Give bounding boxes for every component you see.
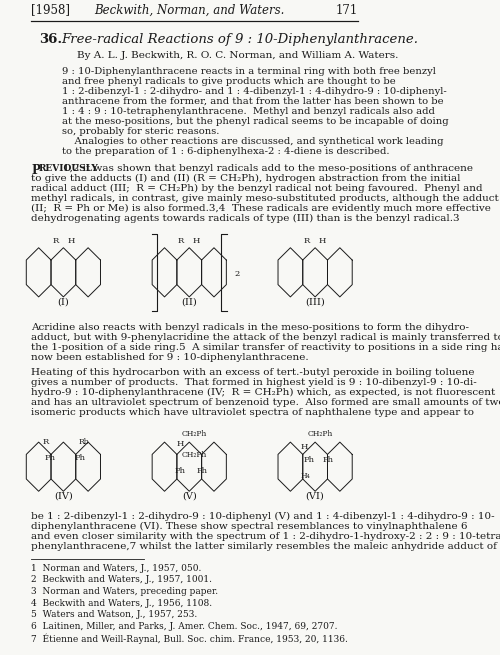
Text: H: H	[176, 440, 184, 448]
Text: P: P	[32, 164, 40, 177]
Text: (VI): (VI)	[306, 492, 324, 501]
Text: H: H	[67, 237, 74, 245]
Text: 1  Norman and Waters, J., 1957, 050.: 1 Norman and Waters, J., 1957, 050.	[32, 564, 202, 572]
Text: R: R	[304, 237, 310, 245]
Text: Beckwith, Norman, and Waters.: Beckwith, Norman, and Waters.	[94, 3, 284, 16]
Text: and free phenyl radicals to give products which are thought to be: and free phenyl radicals to give product…	[62, 77, 396, 86]
Text: to the preparation of 1 : 6-diphenylhexa-2 : 4-diene is described.: to the preparation of 1 : 6-diphenylhexa…	[62, 147, 389, 156]
Text: CH₂Ph: CH₂Ph	[182, 451, 207, 459]
Text: (IV): (IV)	[54, 492, 73, 501]
Text: Heating of this hydrocarbon with an excess of tert.-butyl peroxide in boiling to: Heating of this hydrocarbon with an exce…	[32, 368, 475, 377]
Text: to give the adducts (I) and (II) (R = CH₂Ph), hydrogen abstraction from the init: to give the adducts (I) and (II) (R = CH…	[32, 174, 461, 183]
Text: at the meso-positions, but the phenyl radical seems to be incapable of doing: at the meso-positions, but the phenyl ra…	[62, 117, 448, 126]
Text: 171: 171	[336, 3, 358, 16]
Text: H: H	[319, 237, 326, 245]
Text: phenylanthracene,7 whilst the latter similarly resembles the maleic anhydride ad: phenylanthracene,7 whilst the latter sim…	[32, 542, 497, 551]
Text: [1958]: [1958]	[32, 3, 70, 16]
Text: 1 : 2-dibenzyl-1 : 2-dihydro- and 1 : 4-dibenzyl-1 : 4-dihydro-9 : 10-diphenyl-: 1 : 2-dibenzyl-1 : 2-dihydro- and 1 : 4-…	[62, 87, 446, 96]
Text: R: R	[52, 237, 59, 245]
Text: 1,2 it was shown that benzyl radicals add to the meso-positions of anthracene: 1,2 it was shown that benzyl radicals ad…	[64, 164, 474, 173]
Text: Ph: Ph	[74, 454, 86, 462]
Text: (III): (III)	[305, 297, 325, 307]
Text: (II;  R = Ph or Me) is also formed.3,4  These radicals are evidently much more e: (II; R = Ph or Me) is also formed.3,4 Th…	[32, 204, 491, 213]
Text: now been established for 9 : 10-diphenylanthracene.: now been established for 9 : 10-diphenyl…	[32, 353, 309, 362]
Text: and has an ultraviolet spectrum of benzenoid type.  Also formed are small amount: and has an ultraviolet spectrum of benze…	[32, 398, 500, 407]
Text: (V): (V)	[182, 492, 196, 501]
Text: R: R	[42, 438, 49, 446]
Text: diphenylanthracene (VI). These show spectral resemblances to vinylnaphthalene 6: diphenylanthracene (VI). These show spec…	[32, 522, 468, 531]
Text: By A. L. J. Beckwith, R. O. C. Norman, and William A. Waters.: By A. L. J. Beckwith, R. O. C. Norman, a…	[76, 51, 398, 60]
Text: Ph: Ph	[304, 455, 315, 464]
Text: 3  Norman and Waters, preceding paper.: 3 Norman and Waters, preceding paper.	[32, 587, 218, 596]
Text: and even closer similarity with the spectrum of 1 : 2-dihydro-1-hydroxy-2 : 2 : : and even closer similarity with the spec…	[32, 532, 500, 541]
Text: REVIOUSLY: REVIOUSLY	[38, 164, 98, 173]
Text: CH₂Ph: CH₂Ph	[182, 430, 207, 438]
Text: adduct, but with 9-phenylacridine the attack of the benzyl radical is mainly tra: adduct, but with 9-phenylacridine the at…	[32, 333, 500, 342]
Text: 1 : 4 : 9 : 10-tetraphenylanthracene.  Methyl and benzyl radicals also add: 1 : 4 : 9 : 10-tetraphenylanthracene. Me…	[62, 107, 434, 116]
Text: 2: 2	[234, 270, 240, 278]
Text: Ph: Ph	[322, 455, 334, 464]
Text: Ph: Ph	[44, 454, 56, 462]
Text: (I): (I)	[58, 297, 70, 307]
Text: Ph: Ph	[197, 467, 208, 475]
Text: 9 : 10-Diphenylanthracene reacts in a terminal ring with both free benzyl: 9 : 10-Diphenylanthracene reacts in a te…	[62, 67, 436, 76]
Text: the 1-position of a side ring.5  A similar transfer of reactivity to positions i: the 1-position of a side ring.5 A simila…	[32, 343, 500, 352]
Text: CH₂Ph: CH₂Ph	[308, 430, 333, 438]
Text: Analogies to other reactions are discussed, and synthetical work leading: Analogies to other reactions are discuss…	[62, 137, 443, 146]
Text: hydro-9 : 10-diphenylanthracene (IV;  R = CH₂Ph) which, as expected, is not fluo: hydro-9 : 10-diphenylanthracene (IV; R =…	[32, 388, 495, 397]
Text: Acridine also reacts with benzyl radicals in the meso-positions to form the dihy: Acridine also reacts with benzyl radical…	[32, 323, 469, 332]
Text: 7  Étienne and Weill-Raynal, Bull. Soc. chim. France, 1953, 20, 1136.: 7 Étienne and Weill-Raynal, Bull. Soc. c…	[32, 633, 348, 644]
Text: isomeric products which have ultraviolet spectra of naphthalene type and appear : isomeric products which have ultraviolet…	[32, 408, 474, 417]
Text: Rb: Rb	[78, 438, 89, 446]
Text: Ph: Ph	[174, 467, 185, 475]
Text: Free-radical Reactions of 9 : 10-Diphenylanthracene.: Free-radical Reactions of 9 : 10-Dipheny…	[62, 33, 418, 46]
Text: 2  Beckwith and Waters, J., 1957, 1001.: 2 Beckwith and Waters, J., 1957, 1001.	[32, 575, 212, 584]
Text: radical adduct (III;  R = CH₂Ph) by the benzyl radical not being favoured.  Phen: radical adduct (III; R = CH₂Ph) by the b…	[32, 183, 483, 193]
Text: 4  Beckwith and Waters, J., 1956, 1108.: 4 Beckwith and Waters, J., 1956, 1108.	[32, 599, 212, 608]
Text: 36.: 36.	[39, 33, 62, 46]
Text: dehydrogenating agents towards radicals of type (III) than is the benzyl radical: dehydrogenating agents towards radicals …	[32, 214, 460, 223]
Text: H: H	[300, 443, 308, 451]
Text: 5  Waters and Watson, J., 1957, 253.: 5 Waters and Watson, J., 1957, 253.	[32, 610, 198, 619]
Text: be 1 : 2-dibenzyl-1 : 2-dihydro-9 : 10-diphenyl (V) and 1 : 4-dibenzyl-1 : 4-dih: be 1 : 2-dibenzyl-1 : 2-dihydro-9 : 10-d…	[32, 512, 495, 521]
Text: gives a number of products.  That formed in highest yield is 9 : 10-dibenzyl-9 :: gives a number of products. That formed …	[32, 378, 477, 387]
Text: methyl radicals, in contrast, give mainly meso-substituted products, although th: methyl radicals, in contrast, give mainl…	[32, 194, 499, 203]
Text: R: R	[178, 237, 184, 245]
Text: anthracene from the former, and that from the latter has been shown to be: anthracene from the former, and that fro…	[62, 97, 443, 106]
Text: H₄: H₄	[300, 472, 310, 480]
Text: H: H	[193, 237, 200, 245]
Text: so, probably for steric reasons.: so, probably for steric reasons.	[62, 127, 219, 136]
Text: (II): (II)	[182, 297, 197, 307]
Text: 6  Laitinen, Miller, and Parks, J. Amer. Chem. Soc., 1947, 69, 2707.: 6 Laitinen, Miller, and Parks, J. Amer. …	[32, 622, 338, 631]
